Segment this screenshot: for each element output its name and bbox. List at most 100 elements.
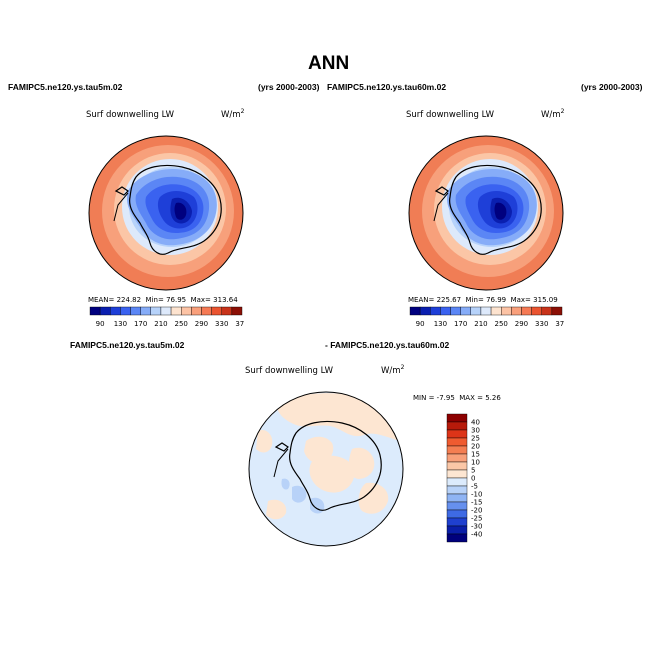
colorbar-swatch bbox=[201, 306, 212, 316]
polar-map-left bbox=[88, 135, 244, 291]
stats-right: MEAN= 225.67 Min= 76.99 Max= 315.09 bbox=[408, 296, 558, 304]
colorbar-swatch bbox=[140, 306, 152, 316]
colorbar-tick-label: 25 bbox=[471, 435, 480, 443]
colorbar-tick-label: 210 bbox=[154, 320, 167, 328]
colorbar-swatch bbox=[430, 306, 441, 316]
colorbar-tick-label: -25 bbox=[471, 515, 482, 523]
units-label-left: W/m2 bbox=[221, 108, 245, 120]
case-name-right: FAMIPC5.ne120.ys.tau60m.02 bbox=[327, 82, 447, 92]
colorbar-swatch bbox=[446, 437, 468, 447]
colorbar-swatch bbox=[446, 421, 468, 431]
colorbar-swatch bbox=[446, 533, 468, 543]
colorbar-tick-label: 5 bbox=[471, 467, 475, 475]
colorbar-swatch bbox=[470, 306, 482, 316]
colorbar-swatch bbox=[446, 501, 468, 511]
colorbar-tick-label: 90 bbox=[416, 320, 425, 328]
colorbar-tick-label: 30 bbox=[471, 427, 480, 435]
variable-label-diff: Surf downwelling LW bbox=[245, 366, 334, 376]
colorbar-swatch bbox=[160, 306, 172, 316]
colorbar-swatch bbox=[419, 306, 431, 316]
colorbar-tick-label: 330 bbox=[535, 320, 548, 328]
colorbar-swatch bbox=[191, 306, 202, 316]
colorbar-swatch bbox=[446, 429, 468, 439]
colorbar-swatch bbox=[446, 509, 468, 519]
colorbar-tick-label: 250 bbox=[495, 320, 508, 328]
years-left: (yrs 2000-2003) bbox=[258, 82, 320, 92]
colorbar-tick-label: -30 bbox=[471, 523, 482, 531]
colorbar-tick-label: 170 bbox=[134, 320, 147, 328]
colorbar-swatch bbox=[409, 306, 421, 316]
colorbar-right: 90 130 170 210 250 290 330 370 bbox=[409, 306, 564, 328]
colorbar-tick-label: 210 bbox=[474, 320, 487, 328]
units-label-diff: W/m2 bbox=[381, 364, 405, 376]
diff-case-a: FAMIPC5.ne120.ys.tau5m.02 bbox=[70, 340, 185, 350]
years-right: (yrs 2000-2003) bbox=[581, 82, 643, 92]
colorbar-swatch bbox=[231, 306, 243, 316]
colorbar-tick-label: -40 bbox=[471, 531, 482, 539]
colorbar-swatch bbox=[551, 306, 563, 316]
colorbar-tick-label: 250 bbox=[175, 320, 188, 328]
colorbar-swatch bbox=[521, 306, 532, 316]
stats-left: MEAN= 224.82 Min= 76.95 Max= 313.64 bbox=[88, 296, 238, 304]
colorbar-swatch bbox=[446, 413, 468, 423]
colorbar-swatch bbox=[180, 306, 192, 316]
colorbar-swatch bbox=[130, 306, 141, 316]
polar-map-right bbox=[408, 135, 564, 291]
colorbar-swatch bbox=[446, 461, 468, 471]
colorbar-tick-label: 170 bbox=[454, 320, 467, 328]
colorbar-swatch bbox=[99, 306, 111, 316]
case-name-left: FAMIPC5.ne120.ys.tau5m.02 bbox=[8, 82, 123, 92]
colorbar-tick-label: -5 bbox=[471, 483, 478, 491]
colorbar-swatch bbox=[446, 477, 468, 487]
colorbar-tick-label: 330 bbox=[215, 320, 228, 328]
colorbar-tick-label: 370 bbox=[235, 320, 244, 328]
colorbar-swatch bbox=[446, 525, 468, 535]
colorbar-swatch bbox=[221, 306, 233, 316]
colorbar-tick-label: 290 bbox=[515, 320, 528, 328]
diff-case-b: - FAMIPC5.ne120.ys.tau60m.02 bbox=[325, 340, 450, 350]
colorbar-tick-label: 130 bbox=[114, 320, 127, 328]
colorbar-tick-label: -15 bbox=[471, 499, 482, 507]
colorbar-swatch bbox=[211, 306, 222, 316]
colorbar-swatch bbox=[150, 306, 162, 316]
colorbar-swatch bbox=[170, 306, 182, 316]
units-label-right: W/m2 bbox=[541, 108, 565, 120]
colorbar-tick-label: -10 bbox=[471, 491, 482, 499]
stats-diff: MIN = -7.95 MAX = 5.26 bbox=[413, 394, 501, 402]
colorbar-tick-label: -20 bbox=[471, 507, 482, 515]
colorbar-tick-label: 370 bbox=[555, 320, 564, 328]
colorbar-swatch bbox=[490, 306, 502, 316]
colorbar-tick-label: 20 bbox=[471, 443, 480, 451]
colorbar-tick-label: 0 bbox=[471, 475, 475, 483]
colorbar-tick-label: 90 bbox=[96, 320, 105, 328]
colorbar-swatch bbox=[89, 306, 101, 316]
colorbar-swatch bbox=[511, 306, 522, 316]
colorbar-swatch bbox=[460, 306, 472, 316]
colorbar-swatch bbox=[500, 306, 512, 316]
colorbar-left: 90 130 170 210 250 290 330 370 bbox=[89, 306, 244, 328]
colorbar-tick-label: 130 bbox=[434, 320, 447, 328]
page-title: ANN bbox=[308, 53, 350, 74]
colorbar-swatch bbox=[480, 306, 492, 316]
colorbar-tick-label: 290 bbox=[195, 320, 208, 328]
colorbar-swatch bbox=[446, 453, 468, 463]
colorbar-swatch bbox=[450, 306, 461, 316]
colorbar-swatch bbox=[120, 306, 131, 316]
colorbar-swatch bbox=[541, 306, 553, 316]
polar-map-diff bbox=[248, 391, 404, 547]
colorbar-swatch bbox=[531, 306, 542, 316]
colorbar-swatch bbox=[446, 485, 468, 495]
colorbar-swatch bbox=[446, 517, 468, 527]
variable-label-left: Surf downwelling LW bbox=[86, 110, 175, 120]
colorbar-swatch bbox=[446, 445, 468, 455]
variable-label-right: Surf downwelling LW bbox=[406, 110, 495, 120]
colorbar-swatch bbox=[446, 469, 468, 479]
colorbar-tick-label: 15 bbox=[471, 451, 480, 459]
colorbar-tick-label: 40 bbox=[471, 419, 480, 427]
colorbar-swatch bbox=[110, 306, 121, 316]
colorbar-swatch bbox=[446, 493, 468, 503]
colorbar-tick-label: 10 bbox=[471, 459, 480, 467]
colorbar-swatch bbox=[440, 306, 451, 316]
